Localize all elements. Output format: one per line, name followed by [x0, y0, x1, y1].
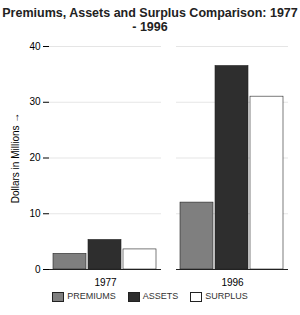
svg-text:0: 0 [35, 264, 41, 275]
svg-text:Dollars in Millions →: Dollars in Millions → [10, 113, 21, 204]
svg-text:40: 40 [29, 41, 41, 52]
html-text:ASSETS: ASSETS [142, 291, 179, 301]
svg-text:30: 30 [29, 96, 41, 107]
svg-text:1977: 1977 [94, 277, 117, 288]
svg-text:1996: 1996 [221, 277, 244, 288]
html-text:PREMIUMS: PREMIUMS [67, 291, 116, 301]
html-text:SURPLUS: SURPLUS [205, 291, 248, 301]
html-text:Premiums, Assets and Surplus C: Premiums, Assets and Surplus Comparison:… [2, 6, 298, 34]
svg-text:10: 10 [29, 208, 41, 219]
svg-text:20: 20 [29, 152, 41, 163]
